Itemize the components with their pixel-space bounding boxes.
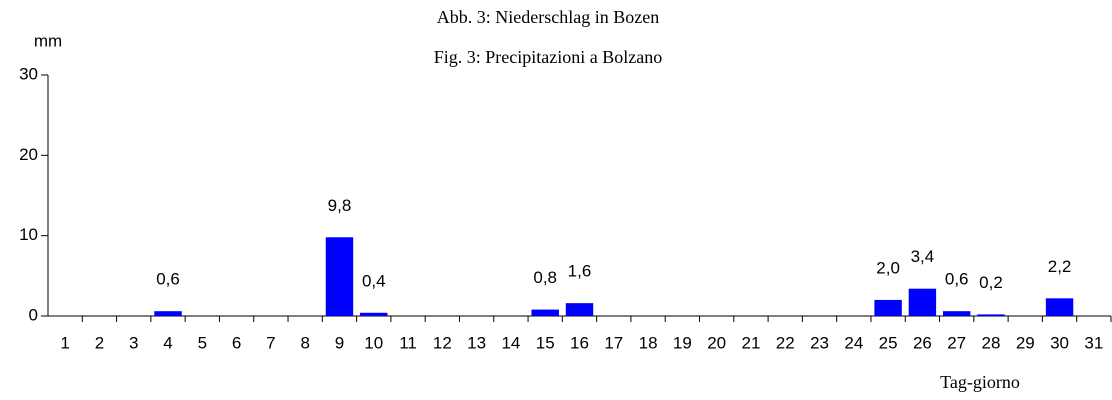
bar: [360, 312, 388, 316]
data-label: 0,4: [362, 271, 386, 290]
x-tick-label: 11: [399, 333, 417, 352]
x-tick-label: 4: [163, 333, 172, 352]
x-tick-label: 15: [536, 333, 555, 352]
x-tick-label: 1: [60, 333, 69, 352]
x-tick-label: 24: [844, 333, 863, 352]
x-tick-label: 31: [1084, 333, 1103, 352]
x-tick-label: 5: [198, 333, 207, 352]
data-label: 0,6: [945, 270, 969, 289]
x-tick-label: 14: [501, 333, 520, 352]
data-label: 0,8: [533, 268, 557, 287]
data-label: 0,2: [979, 273, 1003, 292]
x-tick-label: 17: [604, 333, 623, 352]
bar: [977, 314, 1005, 316]
x-axis-label: Tag-giorno: [940, 372, 1020, 392]
bar: [531, 309, 559, 316]
x-tick-label: 6: [232, 333, 241, 352]
data-label: 3,4: [911, 247, 935, 266]
x-tick-label: 21: [741, 333, 760, 352]
data-label: 2,0: [876, 258, 900, 277]
chart-subtitle: Fig. 3: Precipitazioni a Bolzano: [434, 47, 662, 67]
y-axis-label: mm: [34, 31, 62, 50]
x-tick-label: 19: [673, 333, 692, 352]
x-tick-label: 22: [776, 333, 795, 352]
bar: [942, 311, 971, 316]
x-tick-label: 28: [982, 333, 1001, 352]
x-tick-label: 25: [879, 333, 898, 352]
bar: [908, 288, 937, 316]
bar: [325, 237, 354, 316]
y-tick-label: 0: [29, 305, 38, 324]
data-label: 1,6: [568, 262, 592, 281]
x-tick-label: 18: [639, 333, 658, 352]
x-tick-label: 13: [467, 333, 486, 352]
x-tick-label: 3: [129, 333, 138, 352]
x-tick-label: 26: [913, 333, 932, 352]
bar: [154, 311, 182, 316]
x-tick-label: 12: [433, 333, 452, 352]
bar: [874, 299, 902, 316]
bar: [565, 303, 594, 316]
x-tick-label: 30: [1050, 333, 1069, 352]
x-tick-label: 8: [300, 333, 309, 352]
x-tick-label: 27: [947, 333, 966, 352]
x-tick-label: 7: [266, 333, 275, 352]
y-tick-label: 10: [19, 225, 38, 244]
x-tick-label: 20: [707, 333, 726, 352]
x-tick-label: 23: [810, 333, 829, 352]
data-label: 0,6: [156, 270, 180, 289]
y-tick-label: 20: [19, 145, 38, 164]
x-tick-label: 29: [1016, 333, 1035, 352]
bar: [1045, 298, 1074, 316]
x-tick-label: 10: [364, 333, 383, 352]
x-tick-label: 9: [335, 333, 344, 352]
y-tick-label: 30: [19, 64, 38, 83]
x-tick-label: 2: [95, 333, 104, 352]
data-label: 2,2: [1048, 257, 1072, 276]
chart-title: Abb. 3: Niederschlag in Bozen: [437, 7, 659, 27]
data-label: 9,8: [328, 196, 352, 215]
x-tick-label: 16: [570, 333, 589, 352]
